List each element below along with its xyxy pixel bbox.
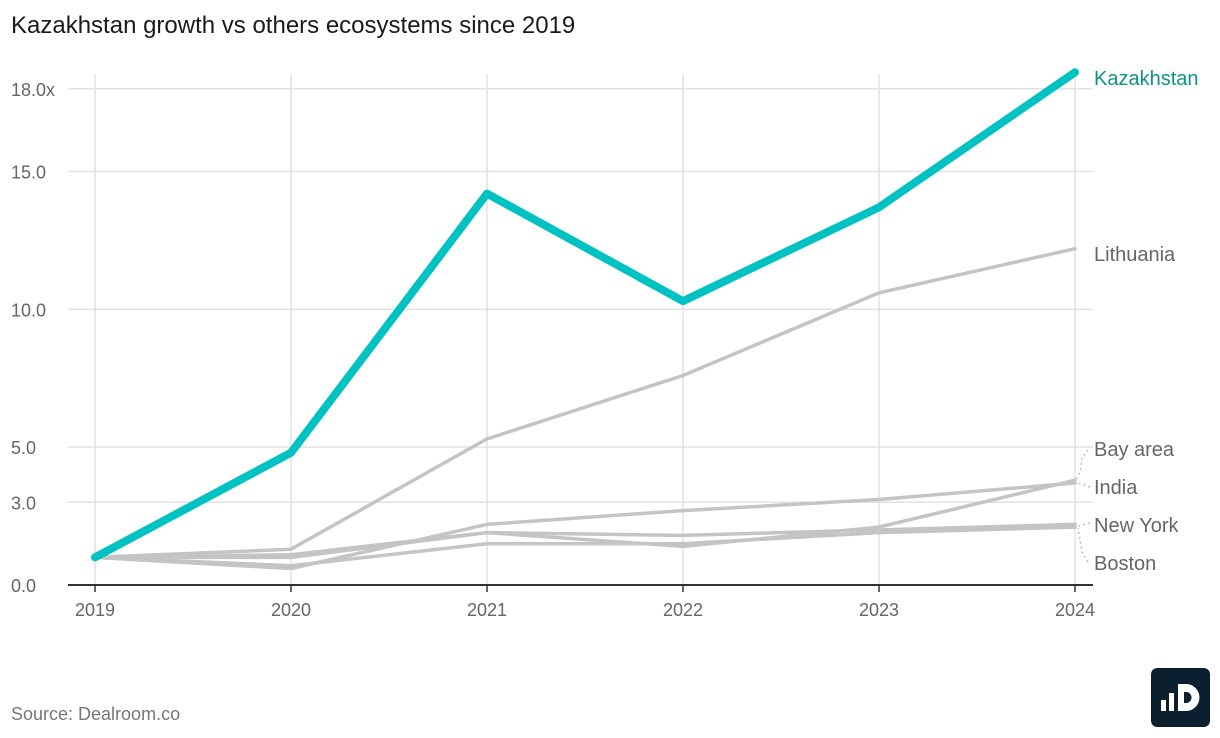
x-tick-label: 2020 xyxy=(271,600,311,620)
series-label-bay-area: Bay area xyxy=(1094,439,1175,461)
series-label-kazakhstan: Kazakhstan xyxy=(1094,68,1199,90)
source-note: Source: Dealroom.co xyxy=(11,704,181,724)
x-tick-label: 2019 xyxy=(75,600,115,620)
y-tick-label: 15.0 xyxy=(11,163,46,183)
x-tick-label: 2024 xyxy=(1055,600,1095,620)
y-tick-label: 10.0 xyxy=(11,300,46,320)
x-tick-label: 2021 xyxy=(467,600,507,620)
y-tick-label: 0.0 xyxy=(11,576,36,596)
series-label-lithuania: Lithuania xyxy=(1094,244,1176,266)
series-line-new-york xyxy=(93,522,1077,560)
y-axis-ticks: 0.0 3.0 5.0 10.0 15.0 18.0x xyxy=(11,80,55,596)
chart-title: Kazakhstan growth vs others ecosystems s… xyxy=(11,12,576,39)
dealroom-logo xyxy=(1151,668,1210,727)
series-line-lithuania xyxy=(93,246,1077,560)
label-leader-line xyxy=(1077,527,1089,563)
y-tick-label: 3.0 xyxy=(11,493,36,513)
label-leader-line xyxy=(1077,482,1091,488)
series-label-boston: Boston xyxy=(1094,553,1156,575)
series-line-boston xyxy=(93,525,1077,568)
x-tick-label: 2023 xyxy=(859,600,899,620)
y-tick-label: 5.0 xyxy=(11,438,36,458)
series-line-kazakhstan xyxy=(91,68,1079,562)
y-tick-label: 18.0x xyxy=(11,80,55,100)
series-line-india xyxy=(93,481,1077,571)
grid-lines xyxy=(68,74,1093,585)
series-label-india: India xyxy=(1094,477,1138,499)
x-tick-label: 2022 xyxy=(663,600,703,620)
series-highlight xyxy=(91,68,1079,562)
series-others xyxy=(93,246,1077,571)
label-leader-line xyxy=(1077,522,1091,527)
x-axis: 2019 2020 2021 2022 2023 2024 xyxy=(68,584,1095,620)
label-leader-line xyxy=(1075,449,1089,481)
series-line-bay-area xyxy=(93,478,1077,560)
series-labels: Kazakhstan Lithuania Bay area India New York… xyxy=(1075,68,1199,575)
series-label-new-york: New York xyxy=(1094,515,1179,537)
